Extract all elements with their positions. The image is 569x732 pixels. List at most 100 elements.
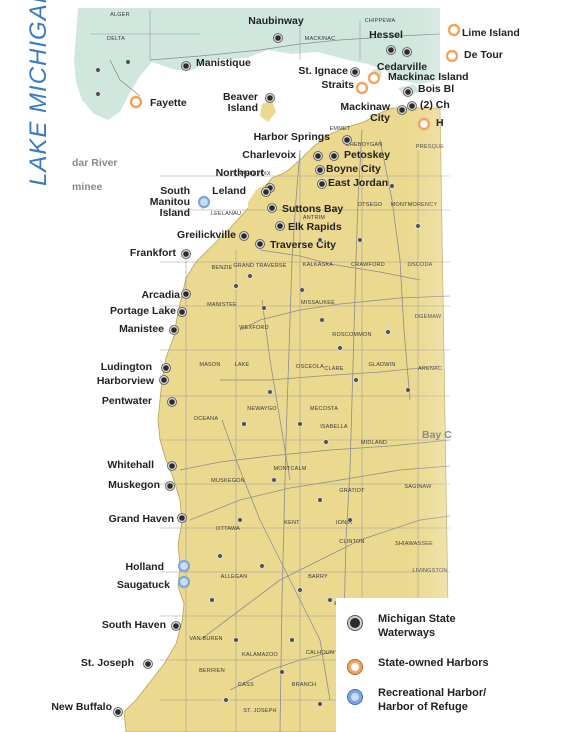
marker-core <box>263 189 269 195</box>
legend-label-state-harbor: State-owned Harbors <box>378 657 489 669</box>
county-label: CHIPPEWA <box>365 18 396 24</box>
town-dot <box>247 273 253 279</box>
harbor-label: Manistique <box>196 57 251 69</box>
harbor-label: Fayette <box>150 97 187 109</box>
county-label: ALGER <box>110 12 130 18</box>
harbor-leland[interactable]: Leland <box>212 185 271 197</box>
harbor-grand-haven[interactable]: Grand Haven <box>109 513 187 525</box>
legend-label-recreational-harbor: Recreational Harbor/ Harbor of Refuge <box>378 687 487 713</box>
harbor-east-jordan[interactable]: East Jordan <box>317 177 389 189</box>
harbor-label-line: Traverse City <box>270 239 336 251</box>
marker-core <box>179 515 185 521</box>
harbor-label: Arcadia <box>141 289 180 301</box>
harbor-elk-rapids[interactable]: Elk Rapids <box>275 221 342 233</box>
harbor-label-line: Saugatuck <box>117 579 170 591</box>
town-dot <box>323 439 329 445</box>
harbor-naubinway[interactable]: Naubinway <box>248 15 304 43</box>
harbor-muskegon[interactable]: Muskegon <box>108 479 175 491</box>
harbor-arcadia[interactable]: Arcadia <box>141 289 191 301</box>
harbor-label: Naubinway <box>248 15 304 27</box>
harbor-st-ignace[interactable]: St. Ignace <box>298 65 360 77</box>
harbor-label-line: (2) Ch <box>420 99 450 111</box>
harbor-label-line: South <box>160 185 190 197</box>
harbor-straits[interactable]: Straits <box>321 79 369 95</box>
town-dot <box>125 59 131 65</box>
town-dot <box>357 237 363 243</box>
harbor-south-haven[interactable]: South Haven <box>102 619 181 631</box>
harbor-label-line: H <box>436 117 444 129</box>
county-label: CASS <box>238 682 254 688</box>
town-dot <box>297 421 303 427</box>
marker-core <box>352 69 358 75</box>
harbor-manistee[interactable]: Manistee <box>119 323 179 335</box>
harbor-label: Beaver Island <box>223 91 258 114</box>
harbor-fayette[interactable]: Fayette <box>129 95 187 109</box>
harbor-label: De Tour <box>464 49 503 61</box>
marker-core <box>317 167 323 173</box>
harbor-manistique[interactable]: Manistique <box>181 57 251 71</box>
recreational-harbor-marker-icon <box>177 559 191 573</box>
harbor-pentwater[interactable]: Pentwater <box>102 395 177 407</box>
harbor-de-tour[interactable]: De Tour <box>445 49 503 63</box>
harbor-bois-bl[interactable]: Bois Bl <box>403 83 455 97</box>
county-label: MISSAUKEE <box>301 300 335 306</box>
harbor-mackinac-island[interactable]: Mackinac Island <box>367 71 469 85</box>
harbor-h[interactable]: H <box>417 117 444 131</box>
harbor-portage-lake[interactable]: Portage Lake <box>110 305 187 317</box>
harbor-label: Mackinac Island <box>388 71 469 83</box>
marker-core <box>344 137 350 143</box>
harbor-label-line: Naubinway <box>248 15 304 27</box>
harbor-harborview[interactable]: Harborview <box>97 375 169 387</box>
harbor-label: Leland <box>212 185 246 197</box>
harbor-st-joseph[interactable]: St. Joseph <box>81 657 153 669</box>
harbor-boyne-city[interactable]: Boyne City <box>315 163 382 175</box>
harbor-cedarville[interactable]: Cedarville <box>377 47 427 74</box>
marker-core <box>319 181 325 187</box>
harbor-hessel[interactable]: Hessel <box>369 29 403 55</box>
harbor-mackinaw-city[interactable]: Mackinaw City <box>340 101 407 124</box>
harbor-label: Frankfort <box>130 247 177 259</box>
county-label: ISABELLA <box>320 424 348 430</box>
harbor-label: Northport <box>216 167 265 179</box>
state-harbor-marker-icon <box>445 49 459 63</box>
county-label: OSCEOLA <box>296 364 324 370</box>
harbor-new-buffalo[interactable]: New Buffalo <box>51 701 123 717</box>
county-label: CHEBOYGAN <box>346 142 383 148</box>
marker-core <box>173 623 179 629</box>
harbor-label-line: Ludington <box>101 361 152 373</box>
harbor-greilickville[interactable]: Greilickville <box>177 229 249 241</box>
harbor-label: Harbor Springs <box>254 131 331 143</box>
harbor-lime-island[interactable]: Lime Island <box>447 23 520 39</box>
county-label: CALHOUN <box>306 650 334 656</box>
harbor-label-line: Island <box>160 207 190 219</box>
harbor-ludington[interactable]: Ludington <box>101 361 171 373</box>
harbor-holland[interactable]: Holland <box>126 559 191 573</box>
harbor-saugatuck[interactable]: Saugatuck <box>117 575 191 591</box>
harbor-petoskey[interactable]: Petoskey <box>329 149 391 161</box>
harbor-charlevoix[interactable]: Charlevoix <box>242 149 323 161</box>
county-label: MONTCALM <box>273 466 306 472</box>
harbor-suttons-bay[interactable]: Suttons Bay <box>267 203 344 215</box>
harbor-label-line: Cedarville <box>377 61 427 73</box>
county-label: BERRIEN <box>199 668 225 674</box>
county-label: MANISTEE <box>207 302 237 308</box>
harbor-label-line: New Buffalo <box>51 701 112 713</box>
harbor-whitehall[interactable]: Whitehall <box>107 459 177 471</box>
lake-michigan-label: LAKE MICHIGAN <box>25 0 52 186</box>
marker-core <box>171 327 177 333</box>
harbor-label: East Jordan <box>328 177 388 189</box>
harbor-harbor-springs[interactable]: Harbor Springs <box>254 131 352 145</box>
harbor-beaver-island[interactable]: Beaver Island <box>223 91 275 114</box>
harbor-frankfort[interactable]: Frankfort <box>130 247 191 259</box>
town-dot <box>233 283 239 289</box>
harbor-label: H <box>436 117 444 129</box>
state-harbor-marker-icon <box>367 71 381 85</box>
harbor-label-line: Bois Bl <box>418 83 454 95</box>
harbor-2-ch[interactable]: (2) Ch <box>407 99 450 111</box>
town-dot <box>317 701 323 707</box>
marker-core <box>404 49 410 55</box>
harbor-south-manitou-island[interactable]: South Manitou Island <box>150 185 211 219</box>
town-dot <box>297 587 303 593</box>
county-label: IONIA <box>336 520 352 526</box>
harbor-label-line: City <box>370 112 390 124</box>
